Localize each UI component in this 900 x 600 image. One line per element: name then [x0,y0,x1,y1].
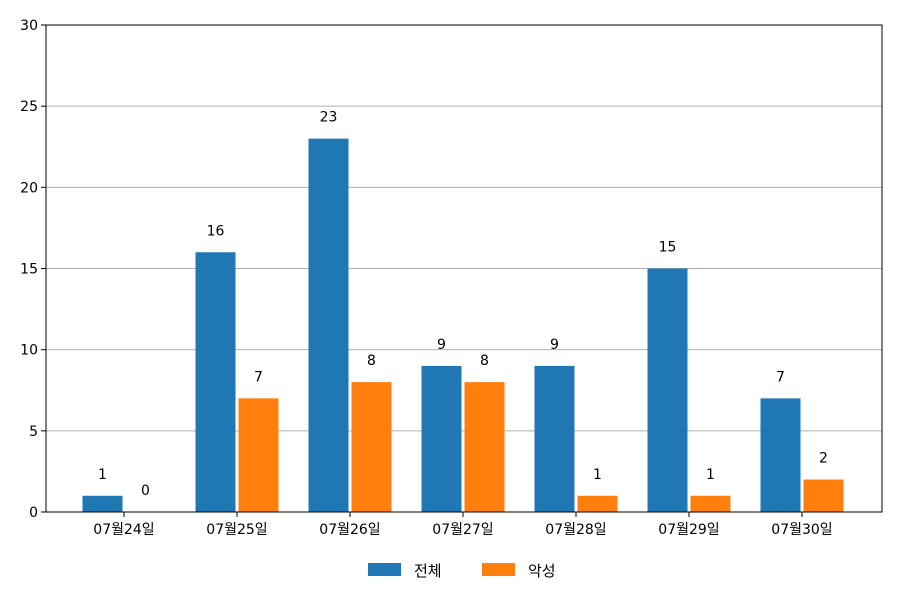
data-label: 1 [593,467,602,483]
data-label: 2 [819,451,828,467]
y-tick-label: 20 [20,180,38,196]
bar-malicious [803,479,844,512]
bar-malicious [238,398,279,512]
y-tick-label: 0 [29,505,38,521]
data-label: 1 [98,467,107,483]
bar-total [308,138,349,512]
y-tick-label: 5 [29,424,38,440]
bar-malicious [690,495,731,512]
x-tick-label: 07월29일 [658,522,719,538]
bar-malicious [351,382,392,512]
y-axis: 0 5 10 15 20 25 30 [20,18,46,521]
grid-lines [46,105,882,432]
legend-swatch [482,563,515,576]
data-label: 9 [437,337,446,353]
data-label: 8 [367,353,376,369]
data-label: 8 [480,353,489,369]
legend: 전체 악성 [368,562,556,580]
bar-total [421,365,462,512]
legend-label: 악성 [528,562,556,580]
bar-total [534,365,575,512]
bar-malicious [464,382,505,512]
x-tick-label: 07월28일 [545,522,606,538]
data-label: 16 [207,223,225,239]
bar-total [82,495,123,512]
y-tick-label: 10 [20,343,38,359]
legend-label: 전체 [414,562,442,580]
x-tick-label: 07월26일 [319,522,380,538]
data-label: 0 [141,483,150,499]
legend-swatch [368,563,401,576]
bar-total [647,268,688,512]
x-tick-label: 07월24일 [93,522,154,538]
x-tick-label: 07월25일 [206,522,267,538]
x-tick-label: 07월30일 [771,522,832,538]
bars [82,138,844,512]
x-axis: 07월24일 07월25일 07월26일 07월27일 07월28일 07월29일 07월3… [93,512,833,538]
data-label: 7 [254,369,263,385]
data-label: 23 [320,110,338,126]
data-label: 15 [659,240,677,256]
y-tick-label: 15 [20,262,38,278]
data-labels: 1 0 16 7 23 8 9 8 9 1 15 1 7 2 [98,110,828,499]
x-tick-label: 07월27일 [432,522,493,538]
bar-total [760,398,801,512]
data-label: 7 [776,369,785,385]
data-label: 1 [706,467,715,483]
bar-malicious [577,495,618,512]
y-tick-label: 30 [20,18,38,34]
bar-total [195,252,236,512]
y-tick-label: 25 [20,99,38,115]
data-label: 9 [550,337,559,353]
